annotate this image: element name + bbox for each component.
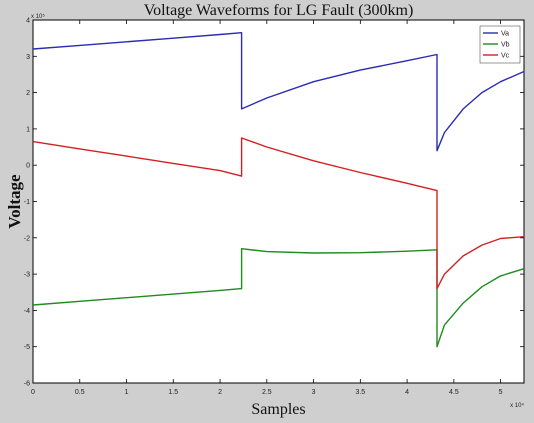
series-line-va bbox=[32, 32, 525, 152]
series-line-vb bbox=[32, 247, 525, 348]
y-axis-label: Voltage bbox=[5, 174, 24, 229]
x-axis-multiplier: x 10⁴ bbox=[510, 402, 524, 409]
y-tick-label: 4 bbox=[26, 18, 30, 25]
y-tick-label: -1 bbox=[24, 199, 30, 206]
y-tick-label: 3 bbox=[26, 54, 30, 61]
x-tick-label: 3.5 bbox=[355, 389, 365, 396]
y-tick-label: -6 bbox=[24, 381, 30, 388]
y-axis-multiplier: x 10⁵ bbox=[31, 13, 45, 20]
y-tick-label: -2 bbox=[24, 235, 30, 242]
x-tick-label: 1 bbox=[125, 389, 129, 396]
y-tick-label: -4 bbox=[24, 308, 30, 315]
series-line-vc bbox=[32, 137, 525, 290]
y-tick-label: -3 bbox=[24, 272, 30, 279]
x-tick-label: 4 bbox=[405, 389, 409, 396]
x-tick-label: 2 bbox=[218, 389, 222, 396]
legend-label: Va bbox=[501, 31, 509, 38]
y-tick-label: 1 bbox=[26, 126, 30, 133]
legend-label: Vc bbox=[501, 53, 510, 60]
legend: Va Vb Vc bbox=[479, 25, 521, 64]
x-axis-label: Samples bbox=[251, 401, 305, 418]
x-tick-label: 4.5 bbox=[449, 389, 459, 396]
x-tick-label: 3 bbox=[312, 389, 316, 396]
series-lines bbox=[32, 32, 525, 348]
x-tick-label: 0 bbox=[31, 389, 35, 396]
chart-title: Voltage Waveforms for LG Fault (300km) bbox=[144, 2, 414, 19]
x-tick-label: 5 bbox=[499, 389, 503, 396]
y-tick-label: -5 bbox=[24, 344, 30, 351]
x-tick-label: 0.5 bbox=[75, 389, 85, 396]
x-tick-label: 1.5 bbox=[168, 389, 178, 396]
legend-label: Vb bbox=[501, 42, 510, 49]
plot-area bbox=[32, 19, 525, 384]
y-tick-label: 2 bbox=[26, 90, 30, 97]
x-tick-label: 2.5 bbox=[262, 389, 272, 396]
axis-ticks: 0 0.5 1 1.5 2 2.5 3 3.5 4 4.5 5 -6 -5 -4 -3 -2 -1 0 1 2 3 4 bbox=[24, 18, 524, 396]
y-tick-label: 0 bbox=[26, 163, 30, 170]
